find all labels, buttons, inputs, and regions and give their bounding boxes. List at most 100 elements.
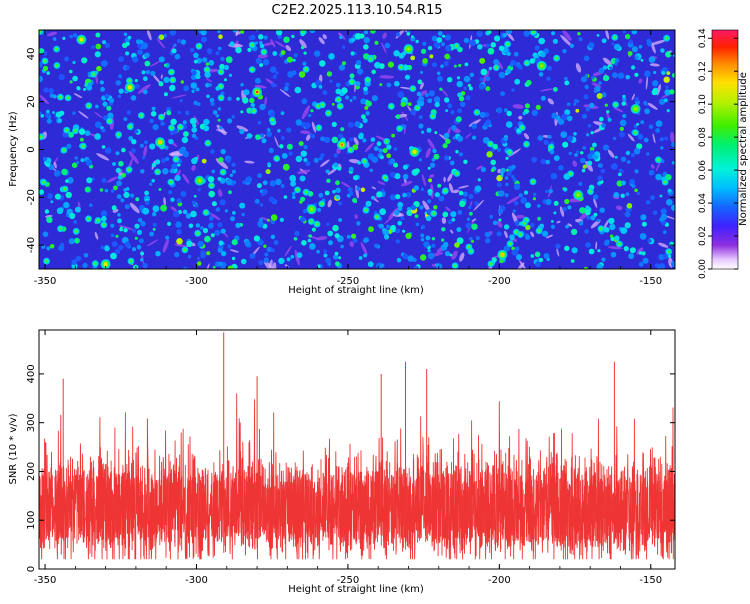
spectrogram-cell [593, 194, 599, 200]
spectrogram-cell [161, 158, 166, 164]
spectrogram-cell [42, 231, 49, 237]
spectrogram-cell [218, 34, 223, 39]
spectrogram-texture [452, 189, 460, 194]
spectrogram-cell [337, 201, 343, 206]
spectrogram-texture [465, 133, 472, 139]
spectrogram-cell [340, 244, 344, 249]
spectrogram-cell [601, 123, 606, 128]
spectrogram-texture [482, 70, 490, 84]
spectrogram-cell [474, 185, 482, 192]
spectrogram-cell [620, 156, 627, 162]
spectrogram-cell [505, 182, 509, 187]
spectrogram-cell [580, 151, 584, 155]
spectrogram-cell [484, 231, 491, 238]
spectrogram-cell [196, 232, 199, 235]
spectrogram-texture [448, 183, 454, 193]
spectrogram-cell [283, 86, 289, 92]
spectrogram-cell [235, 222, 241, 228]
spectrogram-cell [434, 192, 440, 198]
spectrogram-cell [39, 48, 44, 55]
spectrogram-cell [170, 71, 173, 74]
spectrogram-cell [449, 160, 455, 166]
spectrogram-texture [77, 201, 81, 209]
spectrogram-x-label: Height of straight line (km) [288, 285, 424, 296]
spectrogram-cell [317, 207, 322, 212]
spectrogram-cell [531, 156, 538, 163]
spectrogram-cell [104, 188, 109, 193]
spectrogram-cell [386, 224, 390, 229]
spectrogram-cell [620, 180, 626, 186]
spectrogram-cell [91, 45, 95, 49]
spectrogram-cell [347, 121, 354, 128]
figure-title: C2E2.2025.113.10.54.R15 [271, 3, 442, 18]
spectrogram-cell [160, 204, 168, 212]
spectrogram-cell [119, 226, 123, 230]
spectrogram-texture [421, 174, 427, 187]
spectrogram-cell [110, 189, 115, 193]
spectrogram-cell [236, 97, 240, 101]
spectrogram-texture [539, 88, 554, 92]
spectrogram-cell [659, 98, 666, 105]
spectrogram-cell [444, 53, 451, 60]
spectrogram-cell [625, 192, 630, 197]
spectrogram-cell [56, 207, 64, 215]
spectrogram-cell [400, 101, 406, 107]
spectrogram-cell [671, 261, 675, 268]
spectrogram-cell [223, 64, 230, 71]
spectrogram-cell [55, 48, 58, 51]
spectrogram-cell [193, 100, 198, 106]
spectrogram-cell [386, 153, 392, 159]
snr-series [39, 332, 675, 560]
spectrogram-cell [227, 118, 233, 124]
spectrogram-cell [475, 111, 478, 114]
spectrogram-cell [574, 153, 578, 157]
spectrogram-cell [267, 218, 270, 222]
spectrogram-cell [629, 247, 636, 254]
spectrogram-cell [261, 138, 267, 144]
spectrogram-cell [204, 211, 208, 214]
spectrogram-cell [509, 63, 514, 67]
spectrogram-cell [608, 217, 615, 225]
spectrogram-cell [503, 108, 508, 113]
spectrogram-cell [400, 66, 403, 69]
spectrogram-texture [425, 147, 432, 159]
spectrogram-cell [334, 251, 339, 256]
spectrogram-cell [492, 220, 498, 226]
spectrogram-cell [398, 127, 401, 130]
spectrogram-cell [380, 263, 385, 268]
spectrogram-cell [498, 71, 506, 79]
spectrogram-cell [279, 217, 284, 222]
spectrogram-cell [447, 220, 452, 225]
spectrogram-cell [492, 143, 498, 150]
spectrogram-texture [542, 134, 550, 138]
spectrogram-cell [58, 73, 65, 81]
spectrogram-cell [436, 71, 441, 76]
spectrogram-cell [625, 74, 630, 80]
spectrogram-cell [487, 47, 495, 55]
spectrogram-cell [231, 162, 236, 167]
spectrogram-texture [440, 87, 448, 97]
spectrogram-cell [444, 251, 451, 257]
spectrogram-cell [356, 68, 364, 75]
spectrogram-cell [191, 157, 198, 165]
spectrogram-cell [365, 100, 372, 107]
spectrogram-cell [435, 263, 439, 267]
spectrogram-texture [427, 138, 435, 150]
spectrogram-cell [339, 35, 343, 39]
spectrogram-cell [455, 150, 459, 154]
spectrogram-texture [137, 84, 151, 94]
spectrogram-cell [338, 218, 342, 222]
spectrogram-cell [302, 209, 308, 214]
spectrogram-cell [670, 204, 675, 211]
spectrogram-cell [194, 203, 199, 208]
spectrogram-cell [123, 117, 128, 121]
spectrogram-cell [95, 43, 102, 50]
spectrogram-cell [175, 221, 182, 228]
spectrogram-cell [315, 80, 322, 87]
spectrogram-texture [512, 104, 524, 109]
spectrogram-cell [566, 115, 573, 122]
spectrogram-cell [624, 211, 631, 218]
spectrogram-cell [506, 171, 512, 177]
spectrogram-cell [123, 32, 128, 37]
spectrogram-cell [634, 96, 640, 102]
